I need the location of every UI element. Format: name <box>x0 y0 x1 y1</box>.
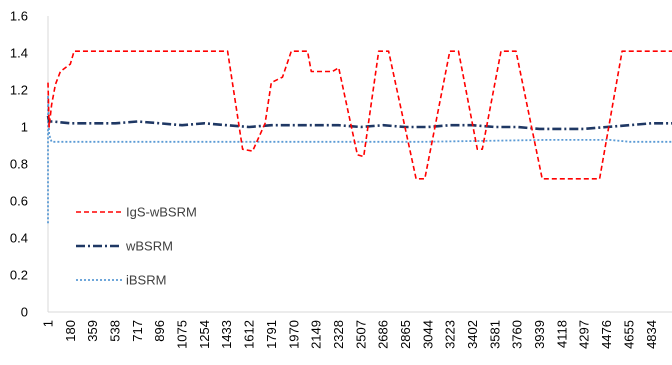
series-line-igs-wbsrm <box>47 50 672 180</box>
x-tick-label: 4297 <box>577 320 592 349</box>
y-tick-label: 0.4 <box>10 231 28 246</box>
legend-label: wBSRM <box>125 239 173 254</box>
series-lines <box>46 50 672 224</box>
x-tick-label: 896 <box>152 320 167 342</box>
y-tick-label: 0 <box>21 305 28 320</box>
x-tick-label: 3223 <box>443 320 458 349</box>
x-tick-label: 1075 <box>175 320 190 349</box>
x-tick-label: 4118 <box>554 320 569 348</box>
y-tick-label: 1.6 <box>10 9 28 24</box>
x-tick-label: 3402 <box>465 320 480 349</box>
x-tick-label: 180 <box>63 320 78 342</box>
legend: IgS-wBSRM wBSRM iBSRM <box>76 205 197 288</box>
x-tick-label: 2328 <box>331 320 346 349</box>
x-tick-label: 4476 <box>599 320 614 349</box>
x-tick-label: 4655 <box>621 320 636 349</box>
x-tick-label: 1612 <box>242 320 257 349</box>
x-tick-label: 3760 <box>510 320 525 349</box>
x-tick-label: 1254 <box>197 320 212 349</box>
x-tick-label: 538 <box>108 320 123 342</box>
y-axis-ticks: 0 0.2 0.4 0.6 0.8 1 1.2 1.4 1.6 <box>10 9 28 320</box>
series-line-ibsrm <box>47 94 672 224</box>
x-tick-label: 2507 <box>353 320 368 349</box>
legend-label: iBSRM <box>126 273 166 288</box>
x-tick-label: 1791 <box>264 320 279 349</box>
x-axis-ticks: 1 180 359 538 717 896 1075 1254 1433 1612 1791 1970… <box>41 320 659 349</box>
x-tick-label: 1433 <box>219 320 234 349</box>
x-tick-label: 1970 <box>286 320 301 349</box>
x-tick-label: 3044 <box>420 320 435 349</box>
x-tick-label: 3939 <box>532 320 547 349</box>
y-tick-label: 1.4 <box>10 46 28 61</box>
y-tick-label: 1.2 <box>10 83 28 98</box>
series-line-wbsrm <box>46 115 672 131</box>
x-tick-label: 717 <box>130 320 145 342</box>
y-tick-label: 1 <box>21 120 28 135</box>
x-tick-label: 2865 <box>398 320 413 349</box>
y-tick-label: 0.8 <box>10 157 28 172</box>
y-tick-label: 0.2 <box>10 268 28 283</box>
x-tick-label: 3581 <box>487 320 502 349</box>
x-tick-label: 2149 <box>309 320 324 349</box>
legend-label: IgS-wBSRM <box>126 205 197 220</box>
x-tick-label: 2686 <box>376 320 391 349</box>
x-tick-label: 1 <box>41 320 56 327</box>
x-tick-label: 4834 <box>644 320 659 349</box>
x-tick-label: 359 <box>85 320 100 342</box>
y-tick-label: 0.6 <box>10 194 28 209</box>
